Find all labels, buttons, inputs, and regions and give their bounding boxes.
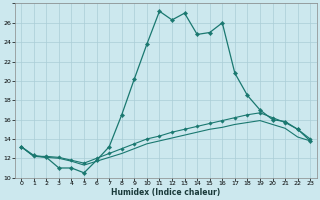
X-axis label: Humidex (Indice chaleur): Humidex (Indice chaleur)	[111, 188, 220, 197]
